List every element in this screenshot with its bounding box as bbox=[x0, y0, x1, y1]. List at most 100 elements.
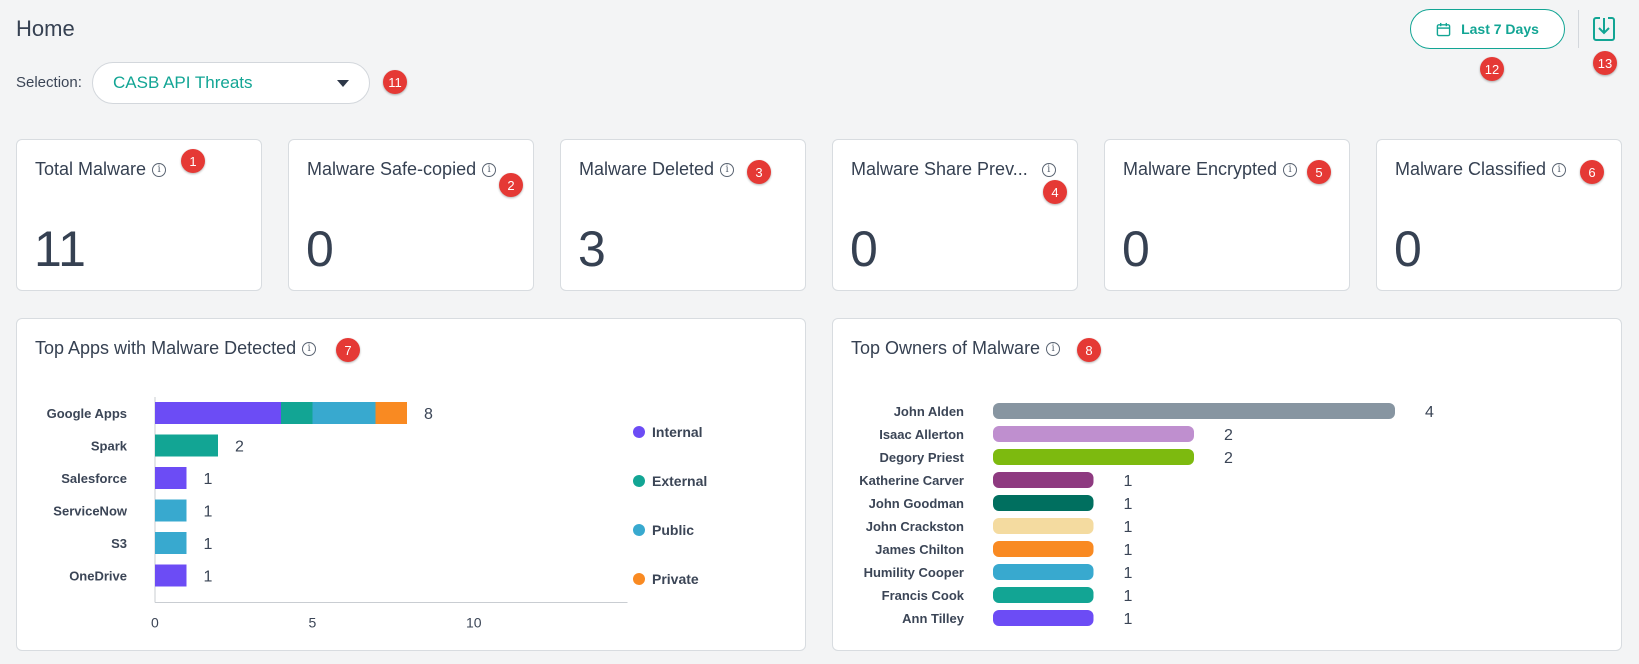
data-label: 1 bbox=[1124, 611, 1133, 628]
annotation-badge: 11 bbox=[383, 70, 407, 94]
header-divider bbox=[1578, 10, 1579, 48]
legend-marker bbox=[633, 426, 645, 438]
category-label: Salesforce bbox=[61, 471, 127, 486]
bar-segment[interactable] bbox=[155, 564, 187, 587]
legend-label[interactable]: External bbox=[652, 473, 707, 489]
chart-title: Top Owners of Malware bbox=[851, 338, 1041, 358]
data-label: 1 bbox=[204, 536, 213, 553]
selection-value: CASB API Threats bbox=[113, 73, 253, 92]
data-label: 8 bbox=[424, 406, 433, 423]
kpi-card-share-prevented: Malware Share Prev... i 0 bbox=[832, 139, 1078, 291]
kpi-value: 0 bbox=[850, 221, 878, 277]
kpi-title: Malware Classified bbox=[1395, 159, 1547, 179]
info-icon[interactable]: i bbox=[1041, 162, 1056, 177]
bar[interactable] bbox=[993, 518, 1094, 534]
category-label: Google Apps bbox=[47, 406, 127, 421]
kpi-title: Malware Encrypted bbox=[1123, 159, 1278, 179]
bar-segment[interactable] bbox=[281, 402, 313, 424]
legend-marker bbox=[633, 573, 645, 585]
kpi-value: 11 bbox=[34, 221, 86, 277]
calendar-icon bbox=[1436, 22, 1451, 36]
category-label: Humility Cooper bbox=[864, 565, 964, 580]
kpi-card-total-malware: Total Malware i 11 bbox=[16, 139, 262, 291]
category-label: Ann Tilley bbox=[902, 611, 965, 626]
kpi-title: Total Malware bbox=[35, 159, 147, 179]
info-icon[interactable]: i bbox=[720, 162, 735, 177]
kpi-value: 0 bbox=[1394, 221, 1422, 277]
kpi-card-classified: Malware Classified i 0 bbox=[1376, 139, 1622, 291]
info-icon[interactable]: i bbox=[1283, 162, 1298, 177]
bar[interactable] bbox=[993, 472, 1094, 488]
info-icon[interactable]: i bbox=[482, 162, 497, 177]
data-label: 1 bbox=[1124, 519, 1133, 536]
bar[interactable] bbox=[993, 403, 1395, 419]
category-label: Spark bbox=[91, 439, 128, 454]
kpi-title: Malware Share Prev... bbox=[851, 159, 1028, 179]
top-owners-card: Top Owners of Malware i John Alden 4 Isaac … bbox=[832, 318, 1622, 651]
data-label: 1 bbox=[1124, 565, 1133, 582]
category-label: ServiceNow bbox=[53, 504, 128, 519]
bar-segment[interactable] bbox=[312, 402, 376, 424]
top-owners-chart: John Alden 4 Isaac Allerton 2 Degory Priest 2… bbox=[859, 403, 1434, 628]
bar-segment[interactable] bbox=[155, 402, 281, 424]
info-icon[interactable]: i bbox=[302, 341, 317, 356]
date-range-button[interactable]: Last 7 Days bbox=[1410, 9, 1565, 49]
x-tick-label: 10 bbox=[466, 615, 482, 631]
annotation-badge: 6 bbox=[1580, 160, 1604, 184]
selection-dropdown[interactable]: CASB API Threats bbox=[92, 62, 370, 104]
kpi-value: 0 bbox=[1122, 221, 1150, 277]
annotation-badge: 2 bbox=[499, 173, 523, 197]
data-label: 1 bbox=[204, 504, 213, 521]
category-label: OneDrive bbox=[69, 569, 127, 584]
bar-segment[interactable] bbox=[155, 467, 187, 489]
annotation-badge: 5 bbox=[1307, 160, 1331, 184]
kpi-card-safe-copied: Malware Safe-copied i 0 bbox=[288, 139, 534, 291]
kpi-card-deleted: Malware Deleted i 3 bbox=[560, 139, 806, 291]
category-label: John Crackston bbox=[866, 519, 964, 534]
data-label: 1 bbox=[1124, 496, 1133, 513]
category-label: James Chilton bbox=[875, 542, 964, 557]
top-apps-card: Top Apps with Malware Detected i Google A… bbox=[16, 318, 806, 651]
bar[interactable] bbox=[993, 610, 1094, 626]
page-title: Home bbox=[16, 16, 75, 41]
category-label: Isaac Allerton bbox=[879, 427, 964, 442]
bar[interactable] bbox=[993, 449, 1194, 465]
info-icon[interactable]: i bbox=[152, 162, 167, 177]
download-icon bbox=[1593, 17, 1615, 41]
data-label: 2 bbox=[1224, 450, 1233, 467]
selection-label: Selection: bbox=[16, 74, 82, 91]
legend-label[interactable]: Private bbox=[652, 571, 699, 587]
bar-segment[interactable] bbox=[155, 499, 187, 522]
bar[interactable] bbox=[993, 564, 1094, 580]
download-button[interactable] bbox=[1591, 14, 1617, 44]
annotation-badge: 13 bbox=[1593, 51, 1617, 75]
legend-label[interactable]: Internal bbox=[652, 424, 703, 440]
top-apps-chart: Google Apps 8 Spark 2 Salesforce 1 ServiceNow 1… bbox=[47, 397, 707, 631]
data-label: 1 bbox=[1124, 588, 1133, 605]
bar[interactable] bbox=[993, 541, 1094, 557]
bar[interactable] bbox=[993, 426, 1194, 442]
legend-label[interactable]: Public bbox=[652, 522, 694, 538]
chevron-down-icon bbox=[337, 79, 349, 87]
bar-segment[interactable] bbox=[155, 532, 187, 554]
annotation-badge: 4 bbox=[1043, 180, 1067, 204]
annotation-badge: 8 bbox=[1077, 338, 1101, 362]
info-icon[interactable]: i bbox=[1552, 162, 1567, 177]
chart-title: Top Apps with Malware Detected bbox=[35, 338, 297, 358]
info-icon[interactable]: i bbox=[1046, 341, 1061, 356]
data-label: 1 bbox=[204, 569, 213, 586]
x-tick-label: 0 bbox=[151, 615, 159, 631]
bar-segment[interactable] bbox=[155, 434, 218, 457]
kpi-title: Malware Deleted bbox=[579, 159, 715, 179]
category-label: Katherine Carver bbox=[859, 473, 964, 488]
date-range-label: Last 7 Days bbox=[1461, 21, 1539, 37]
category-label: John Goodman bbox=[869, 496, 964, 511]
legend-marker bbox=[633, 524, 645, 536]
data-label: 2 bbox=[1224, 427, 1233, 444]
bar[interactable] bbox=[993, 587, 1094, 603]
x-tick-label: 5 bbox=[309, 615, 317, 631]
bar[interactable] bbox=[993, 495, 1094, 511]
bar-segment[interactable] bbox=[375, 402, 408, 424]
kpi-title: Malware Safe-copied bbox=[307, 159, 477, 179]
category-label: Francis Cook bbox=[882, 588, 965, 603]
